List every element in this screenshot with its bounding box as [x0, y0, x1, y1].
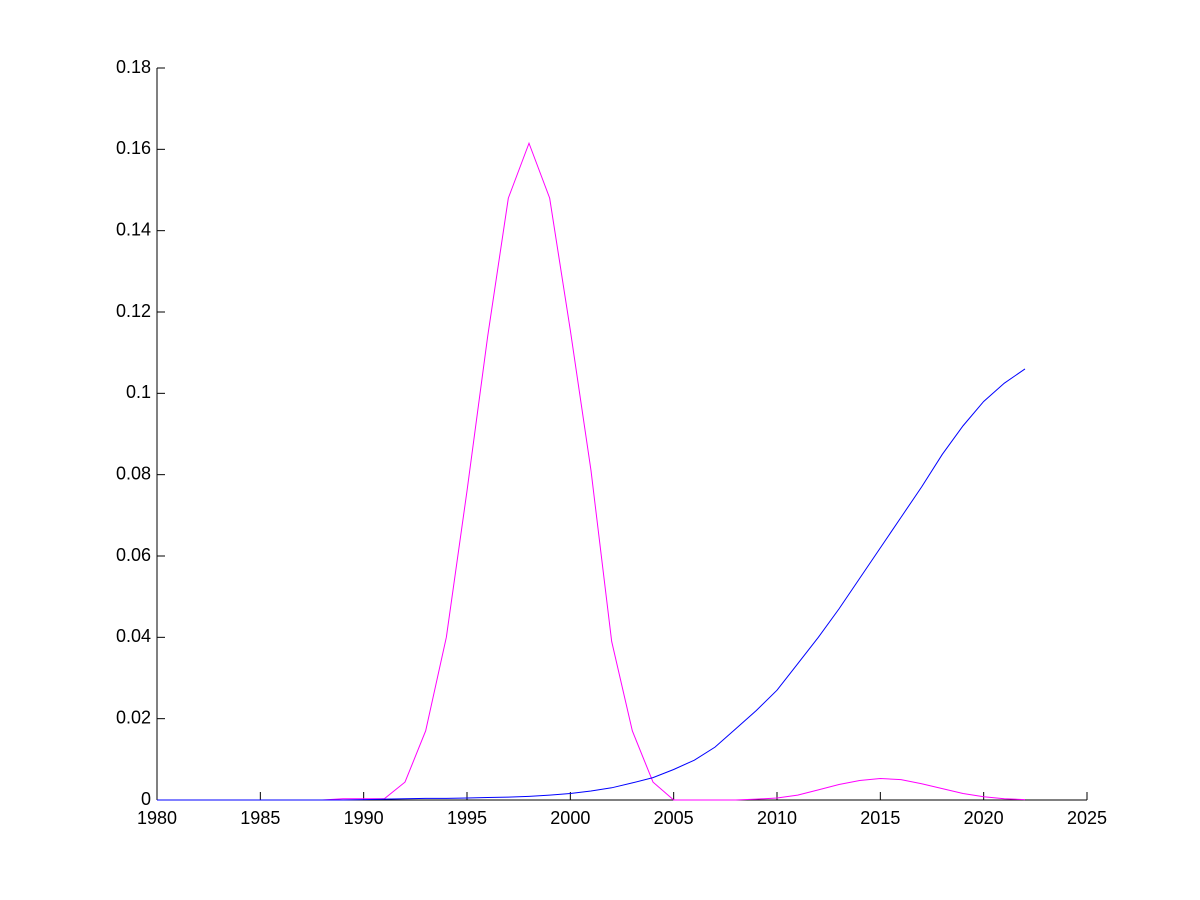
y-tick-label: 0.12: [116, 301, 151, 321]
x-tick-label: 2000: [550, 808, 590, 828]
x-tick-label: 1985: [240, 808, 280, 828]
x-tick-label: 2010: [757, 808, 797, 828]
line-series: [157, 141, 1026, 801]
x-tick-label: 1980: [137, 808, 177, 828]
y-tick-label: 0.04: [116, 626, 151, 646]
y-tick-label: 0.06: [116, 545, 151, 565]
x-tick-label: 2025: [1067, 808, 1107, 828]
y-tick-label: 0.18: [116, 57, 151, 77]
x-tick-label: 2015: [860, 808, 900, 828]
x-tick-label: 2005: [654, 808, 694, 828]
y-tick-label: 0: [141, 789, 151, 809]
y-tick-label: 0.1: [126, 382, 151, 402]
line-series: [157, 368, 1026, 801]
y-tick-label: 0.08: [116, 463, 151, 483]
y-tick-label: 0.02: [116, 707, 151, 727]
y-tick-label: 0.14: [116, 219, 151, 239]
x-tick-label: 1990: [344, 808, 384, 828]
y-tick-label: 0.16: [116, 138, 151, 158]
x-tick-label: 2020: [964, 808, 1004, 828]
x-tick-label: 1995: [447, 808, 487, 828]
